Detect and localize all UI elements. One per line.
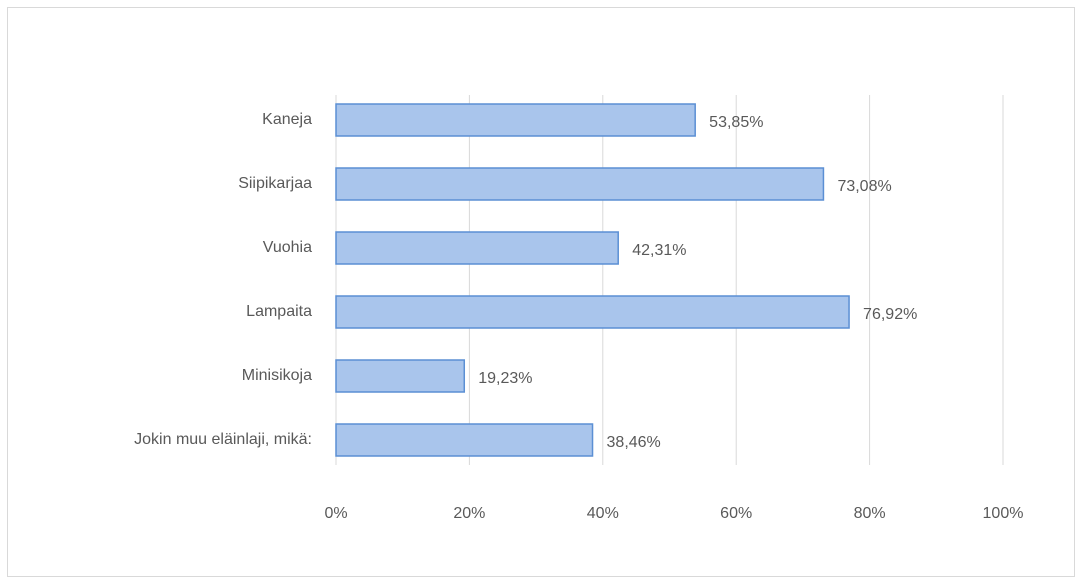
x-tick-label: 40% [587, 505, 619, 522]
x-tick-label: 20% [453, 505, 485, 522]
x-tick-label: 60% [720, 505, 752, 522]
bar [335, 103, 696, 137]
x-tick-label: 80% [854, 505, 886, 522]
y-tick-label: Minisikoja [242, 367, 312, 384]
y-tick-label: Siipikarjaa [238, 175, 312, 192]
y-tick-label: Vuohia [263, 239, 312, 256]
bar [335, 231, 619, 265]
y-tick-label: Lampaita [246, 303, 312, 320]
bar [335, 167, 825, 201]
data-label: 73,08% [837, 178, 891, 195]
y-tick-label: Kaneja [262, 111, 312, 128]
chart-frame [7, 7, 1075, 577]
data-label: 76,92% [863, 306, 917, 323]
data-label: 19,23% [478, 370, 532, 387]
x-tick-label: 100% [983, 505, 1024, 522]
y-tick-label: Jokin muu eläinlaji, mikä: [134, 431, 312, 448]
data-label: 42,31% [632, 242, 686, 259]
data-label: 38,46% [607, 434, 661, 451]
bar [335, 295, 850, 329]
x-tick-label: 0% [324, 505, 347, 522]
bar [335, 359, 466, 393]
bar [335, 423, 594, 457]
data-label: 53,85% [709, 114, 763, 131]
